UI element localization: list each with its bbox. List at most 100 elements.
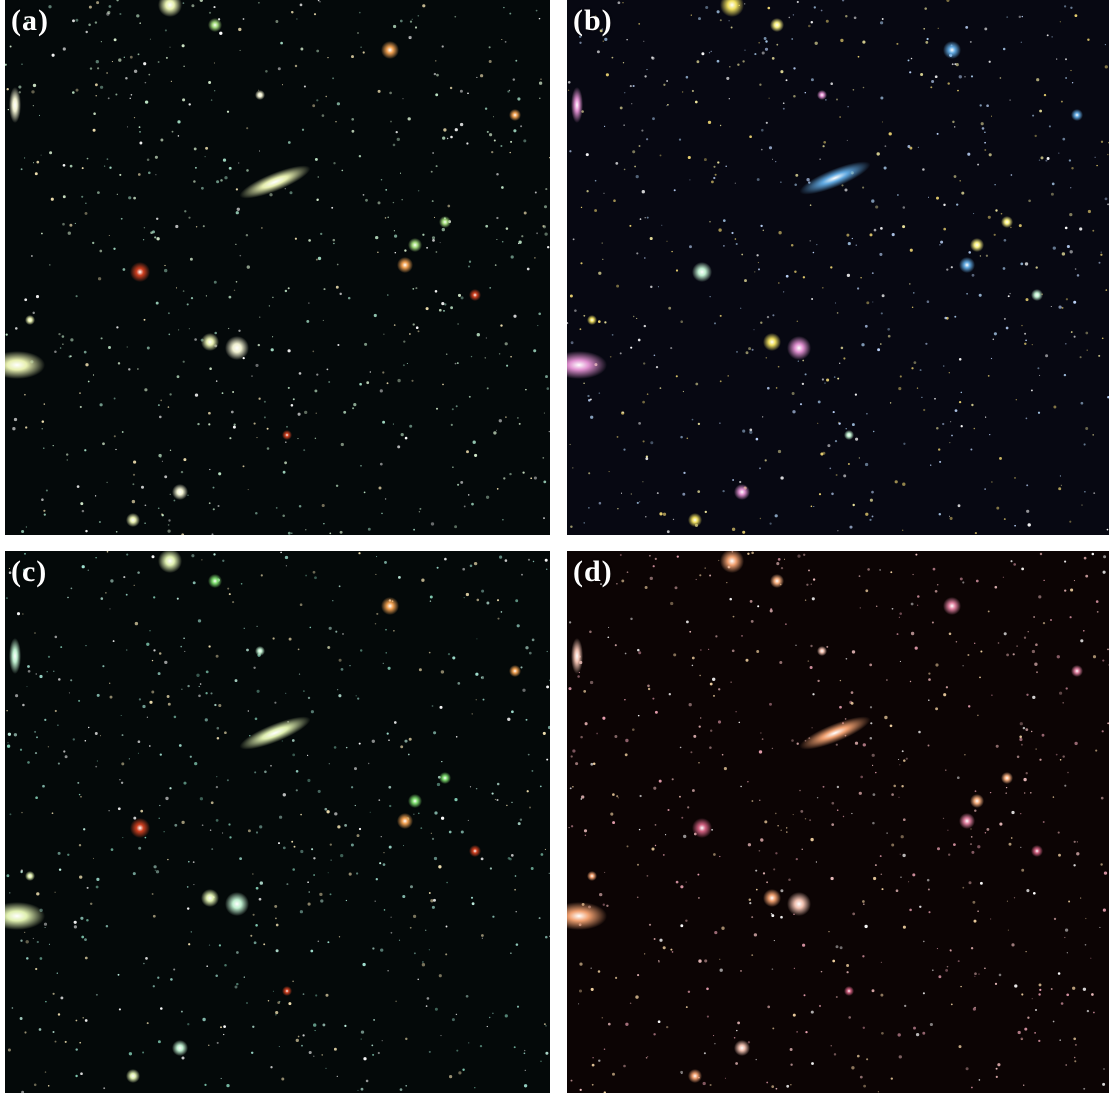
faint-source <box>599 392 601 394</box>
image-panel: (a) <box>5 0 550 535</box>
faint-source <box>254 941 257 944</box>
faint-source <box>759 467 761 469</box>
faint-source <box>625 653 627 655</box>
faint-source <box>574 309 577 312</box>
faint-source <box>516 943 519 946</box>
faint-source <box>541 853 544 856</box>
faint-source <box>511 854 514 857</box>
faint-source <box>349 873 352 876</box>
faint-source <box>9 568 10 569</box>
faint-source <box>615 977 617 979</box>
faint-source <box>975 790 977 792</box>
faint-source <box>837 378 839 380</box>
faint-source <box>872 515 874 517</box>
faint-source <box>837 809 839 811</box>
faint-source <box>631 103 632 104</box>
faint-source <box>104 165 105 166</box>
faint-source <box>632 150 635 153</box>
faint-source <box>860 607 861 608</box>
faint-source <box>258 398 260 400</box>
faint-source <box>68 232 71 235</box>
faint-source <box>506 227 509 230</box>
faint-source <box>1091 993 1094 996</box>
faint-source <box>928 745 930 747</box>
faint-source <box>615 644 617 646</box>
faint-source <box>1057 655 1060 658</box>
faint-source <box>155 156 158 159</box>
faint-source <box>327 646 330 649</box>
faint-source <box>571 755 573 757</box>
faint-source <box>970 843 972 845</box>
faint-source <box>1105 65 1108 68</box>
faint-source <box>476 77 477 78</box>
faint-source <box>790 1084 791 1085</box>
faint-source <box>681 1073 682 1074</box>
faint-source <box>923 28 925 30</box>
faint-source <box>971 851 974 854</box>
faint-source <box>333 239 336 242</box>
faint-source <box>580 1089 582 1091</box>
bright-source <box>25 871 35 881</box>
faint-source <box>288 1002 291 1005</box>
faint-source <box>848 463 850 465</box>
faint-source <box>881 312 883 314</box>
faint-source <box>1070 187 1071 188</box>
faint-source <box>69 224 72 227</box>
faint-source <box>257 690 260 693</box>
faint-source <box>361 1088 364 1091</box>
faint-source <box>497 618 499 620</box>
faint-source <box>898 387 901 390</box>
faint-source <box>742 430 745 433</box>
faint-source <box>822 287 824 289</box>
faint-source <box>198 619 201 622</box>
faint-source <box>903 926 906 929</box>
faint-source <box>891 793 894 796</box>
faint-source <box>142 1052 144 1054</box>
faint-source <box>102 665 104 667</box>
faint-source <box>93 112 96 115</box>
faint-source <box>621 579 624 582</box>
faint-source <box>147 717 148 718</box>
faint-source <box>111 848 114 851</box>
faint-source <box>675 586 678 589</box>
faint-source <box>218 472 221 475</box>
faint-source <box>1081 505 1082 506</box>
faint-source <box>960 986 961 987</box>
faint-source <box>731 27 733 29</box>
faint-source <box>429 949 430 950</box>
faint-source <box>579 42 581 44</box>
faint-source <box>487 1026 488 1027</box>
faint-source <box>616 583 618 585</box>
faint-source <box>692 90 694 92</box>
faint-source <box>667 530 670 533</box>
faint-source <box>63 164 66 167</box>
faint-source <box>79 794 80 795</box>
bright-source <box>817 90 827 100</box>
faint-source <box>986 104 989 107</box>
faint-source <box>77 485 80 488</box>
faint-source <box>568 90 569 91</box>
faint-source <box>1031 731 1032 732</box>
faint-source <box>246 127 248 129</box>
faint-source <box>658 961 660 963</box>
faint-source <box>277 1001 280 1004</box>
faint-source <box>1102 730 1104 732</box>
faint-source <box>337 689 338 690</box>
faint-source <box>346 747 347 748</box>
faint-source <box>309 1051 312 1054</box>
faint-source <box>405 1038 407 1040</box>
faint-source <box>75 19 78 22</box>
faint-source <box>470 565 473 568</box>
faint-source <box>286 565 287 566</box>
faint-source <box>606 73 609 76</box>
faint-source <box>794 271 796 273</box>
faint-source <box>116 531 118 533</box>
faint-source <box>577 675 580 678</box>
faint-source <box>447 205 450 208</box>
faint-source <box>300 4 303 7</box>
faint-source <box>383 334 384 335</box>
faint-source <box>1083 630 1085 632</box>
bright-source <box>688 1069 702 1083</box>
faint-source <box>253 914 255 916</box>
faint-source <box>9 813 11 815</box>
